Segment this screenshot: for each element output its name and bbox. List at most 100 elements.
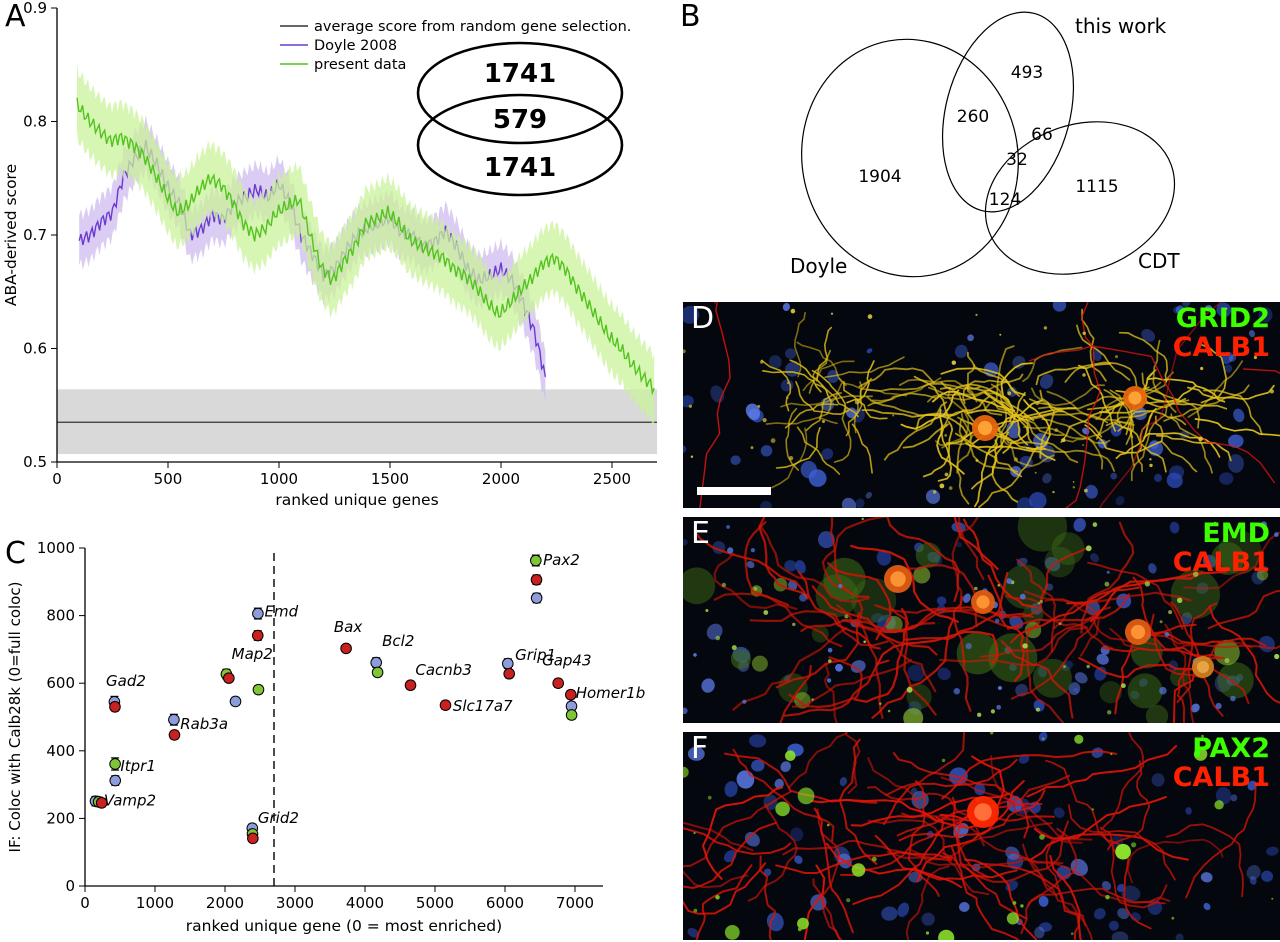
nucleus xyxy=(1228,354,1237,362)
puncta xyxy=(830,312,834,315)
fiber xyxy=(967,351,1021,397)
data-point-red xyxy=(340,642,352,655)
puncta xyxy=(1131,842,1137,848)
data-point-green xyxy=(252,683,265,696)
nucleus xyxy=(808,469,827,487)
fiber xyxy=(965,442,1056,461)
x-tick-label: 3000 xyxy=(276,894,314,912)
fiber xyxy=(1126,838,1224,884)
puncta xyxy=(1052,490,1055,494)
fiber xyxy=(1208,606,1280,704)
data-point-blue xyxy=(530,592,543,604)
fiber xyxy=(775,426,821,469)
fiber xyxy=(1000,640,1074,719)
panel-c-scatter-chart: 0 1000 2000 3000 4000 5000 6000 7000 0 200 400 600 8… xyxy=(6,539,645,935)
nucleus xyxy=(1180,612,1193,625)
puncta xyxy=(1261,745,1264,749)
puncta xyxy=(944,472,949,477)
y-tick-label: 1000 xyxy=(37,539,75,557)
puncta xyxy=(1006,912,1019,925)
x-tick-label: 1000 xyxy=(260,470,298,488)
x-tick-label: 7000 xyxy=(556,894,594,912)
fiber xyxy=(1078,657,1201,679)
gene-label: Itpr1 xyxy=(120,757,156,775)
puncta xyxy=(1144,581,1151,587)
puncta xyxy=(999,333,1002,336)
nucleus xyxy=(1266,846,1279,856)
panel-d-letter: D xyxy=(691,301,715,336)
puncta xyxy=(1072,486,1075,489)
scale-bar xyxy=(697,487,771,495)
fiber xyxy=(1187,360,1244,418)
nucleus xyxy=(1223,364,1233,373)
fiber xyxy=(1021,843,1094,940)
fiber xyxy=(818,394,873,418)
puncta xyxy=(1230,695,1236,702)
venn-set-label: this work xyxy=(1075,14,1167,38)
nucleus xyxy=(1215,787,1232,805)
gene-label: Pax2 xyxy=(543,551,580,569)
fiber xyxy=(841,609,984,634)
puncta xyxy=(1115,355,1118,359)
fiber xyxy=(951,797,1027,920)
inset-venn-ellipse-bottom xyxy=(416,93,624,197)
fiber xyxy=(902,410,973,449)
nucleus xyxy=(967,334,974,342)
venn-count: 1115 xyxy=(1075,177,1118,197)
puncta xyxy=(974,586,978,591)
pax2-label: PAX2 xyxy=(1192,733,1270,764)
fiber xyxy=(883,401,948,461)
panel-e-letter: E xyxy=(691,516,710,551)
puncta xyxy=(1035,707,1040,712)
nucleus xyxy=(1219,472,1234,485)
cell-blob xyxy=(730,649,751,669)
data-point-red xyxy=(565,688,577,701)
fiber xyxy=(845,732,861,794)
puncta xyxy=(925,931,930,935)
nucleus xyxy=(850,660,866,673)
fiber xyxy=(1039,446,1115,472)
soma-core xyxy=(1130,624,1146,640)
puncta xyxy=(705,609,709,612)
nucleus xyxy=(1038,895,1049,907)
nucleus xyxy=(774,778,784,789)
fiber xyxy=(749,610,889,647)
nucleus xyxy=(817,531,835,549)
puncta xyxy=(1082,444,1084,446)
fiber xyxy=(1143,392,1228,410)
data-point-blue xyxy=(370,656,383,669)
cell-blob xyxy=(1099,681,1122,704)
fiber xyxy=(1027,887,1166,907)
gene-label: Gad2 xyxy=(106,672,146,690)
nucleus xyxy=(1090,553,1100,563)
puncta xyxy=(693,908,698,913)
puncta xyxy=(975,459,979,462)
puncta xyxy=(1213,521,1217,525)
fiber xyxy=(853,608,910,703)
nucleus xyxy=(790,827,804,842)
legend-label: present data xyxy=(314,57,406,73)
puncta xyxy=(693,653,697,657)
puncta xyxy=(797,787,815,805)
puncta xyxy=(1058,622,1062,626)
gene-label: Vamp2 xyxy=(104,792,156,810)
nucleus xyxy=(1068,682,1081,696)
fiber xyxy=(1087,561,1184,630)
fiber xyxy=(956,412,972,474)
fiber xyxy=(1183,531,1280,590)
gene-label: Cacnb3 xyxy=(415,661,471,679)
cell-blob xyxy=(1218,530,1262,575)
venn-ellipse-thiswork xyxy=(941,11,1075,213)
soma-core xyxy=(890,571,906,587)
nucleus xyxy=(1012,355,1026,369)
y-tick-label: 400 xyxy=(46,742,75,760)
fiber xyxy=(889,606,937,716)
fiber xyxy=(1100,832,1152,930)
data-point-red xyxy=(404,679,417,692)
fiber xyxy=(1165,823,1244,898)
fiber xyxy=(885,732,966,797)
fiber xyxy=(904,572,1009,641)
x-tick-label: 4000 xyxy=(346,894,384,912)
y-tick-label: 600 xyxy=(46,674,75,692)
